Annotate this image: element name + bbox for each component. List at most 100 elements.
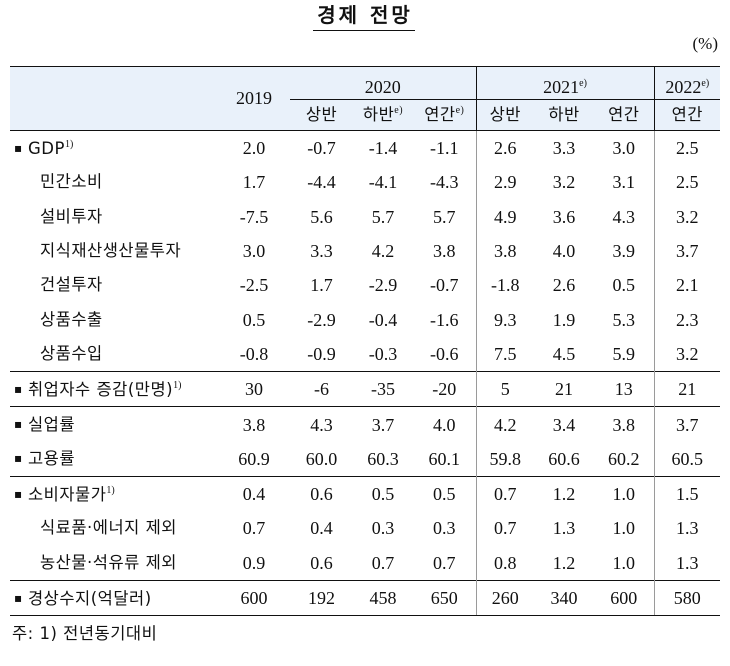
value-cell: 2.5 bbox=[653, 130, 721, 166]
table-row: ▪ 실업률 3.8 4.3 3.7 4.0 4.2 3.4 3.8 3.7 bbox=[10, 406, 721, 442]
value-cell: -4.3 bbox=[430, 172, 459, 193]
value-cell: 5.7 bbox=[433, 206, 456, 227]
header-row-periods: 상반 하반e) 연간e) 상반 하반 연간 연간 bbox=[10, 99, 721, 131]
value-cell: 1.0 bbox=[612, 552, 636, 573]
row-label-text: 농산물·석유류 제외 bbox=[40, 552, 177, 572]
value-cell: 3.8 bbox=[218, 406, 290, 442]
unit-label: (%) bbox=[692, 34, 718, 53]
row-label: ▪ 고용률 bbox=[10, 442, 218, 477]
value-cell: 0.7 bbox=[433, 552, 456, 573]
value-cell: 0.3 bbox=[433, 518, 456, 539]
value-cell: 0.6 bbox=[310, 552, 333, 573]
table-header: 2019 2020 2021e) 2022e) 상반 하반e) 연간e) 상반 … bbox=[10, 66, 721, 131]
row-label: 지식재산생산물투자 bbox=[10, 234, 218, 268]
value-cell: 1.0 bbox=[594, 475, 655, 512]
value-cell: 60.5 bbox=[653, 441, 721, 477]
row-label: 설비투자 bbox=[10, 200, 218, 234]
value-cell: 0.8 bbox=[475, 545, 535, 581]
value-cell: -1.8 bbox=[475, 268, 535, 303]
value-cell: -0.4 bbox=[368, 309, 398, 330]
value-cell: 5.3 bbox=[612, 309, 636, 330]
value-cell: 5.6 bbox=[310, 206, 333, 227]
value-cell: -4.1 bbox=[368, 172, 398, 193]
value-cell: -0.9 bbox=[307, 343, 336, 364]
value-cell: 1.9 bbox=[552, 309, 576, 330]
row-label-text: 소비자물가 bbox=[28, 484, 107, 504]
value-cell: 3.4 bbox=[534, 406, 595, 442]
table-row: ▪ 취업자수 증감(만명)1) 30 -6 -35 -20 5 21 13 21 bbox=[10, 371, 721, 407]
value-cell: 600 bbox=[594, 579, 655, 617]
value-cell: 580 bbox=[653, 579, 721, 617]
value-cell: 0.4 bbox=[218, 475, 290, 512]
value-cell: 2.6 bbox=[475, 130, 535, 166]
value-cell: 30 bbox=[218, 371, 290, 407]
value-cell: 0.5 bbox=[242, 309, 266, 330]
value-cell: 0.5 bbox=[612, 275, 636, 296]
value-cell: 1.7 bbox=[310, 275, 333, 296]
header-2020-year: 연간e) bbox=[413, 99, 477, 131]
value-cell: 3.2 bbox=[653, 199, 721, 234]
value-cell: 340 bbox=[534, 579, 595, 617]
value-cell: 4.9 bbox=[475, 199, 535, 234]
value-cell: 60.6 bbox=[548, 448, 580, 469]
row-label-text: 경상수지(억달러) bbox=[28, 588, 152, 608]
row-label: 상품수입 bbox=[10, 337, 218, 372]
header-2022-year: 연간 bbox=[653, 99, 721, 131]
value-cell: 4.2 bbox=[371, 241, 395, 262]
header-2021: 2021e) bbox=[475, 66, 655, 100]
value-cell: 3.0 bbox=[594, 130, 655, 166]
value-cell: 0.4 bbox=[310, 518, 333, 539]
table-row: 상품수출 0.5 -2.9 -0.4 -1.6 9.3 1.9 5.3 2.3 bbox=[10, 302, 721, 337]
row-label-text: 상품수출 bbox=[40, 309, 103, 329]
value-cell: 60.3 bbox=[367, 448, 399, 469]
row-label-text: 고용률 bbox=[28, 449, 76, 469]
header-2021-h1: 상반 bbox=[475, 99, 535, 131]
value-cell: 0.7 bbox=[371, 552, 395, 573]
value-cell: 260 bbox=[475, 579, 535, 617]
value-cell: -35 bbox=[353, 371, 413, 407]
value-cell: 0.6 bbox=[290, 475, 353, 512]
row-label-text: 취업자수 증감(만명) bbox=[28, 379, 174, 399]
row-label: ▪ 소비자물가1) bbox=[10, 475, 218, 512]
bullet-icon: ▪ bbox=[14, 140, 23, 155]
value-cell: 4.3 bbox=[612, 206, 636, 227]
table-body: ▪ GDP1) 2.0 -0.7 -1.4 -1.1 2.6 3.3 3.0 2.5 민간소비 1.7… bbox=[10, 130, 721, 617]
value-cell: -7.5 bbox=[239, 206, 269, 227]
header-2021-h2: 하반 bbox=[534, 99, 595, 131]
value-cell: 3.3 bbox=[534, 130, 595, 166]
value-cell: 59.8 bbox=[475, 441, 535, 477]
value-cell: 0.9 bbox=[242, 552, 266, 573]
footnote-marker: 1) bbox=[106, 484, 115, 496]
value-cell: 3.1 bbox=[612, 172, 636, 193]
table-row: 지식재산생산물투자 3.0 3.3 4.2 3.8 3.8 4.0 3.9 3.7 bbox=[10, 233, 721, 269]
row-label: 민간소비 bbox=[10, 165, 218, 199]
value-cell: 3.7 bbox=[653, 406, 721, 442]
table-row: 상품수입 -0.8 -0.9 -0.3 -0.6 7.5 4.5 5.9 3.2 bbox=[10, 336, 721, 372]
value-cell: -4.4 bbox=[307, 172, 336, 193]
value-cell: 3.0 bbox=[242, 241, 266, 262]
header-row-years: 2019 2020 2021e) 2022e) bbox=[10, 66, 721, 131]
bullet-icon: ▪ bbox=[14, 486, 23, 501]
table-row: 민간소비 1.7 -4.4 -4.1 -4.3 2.9 3.2 3.1 2.5 bbox=[10, 165, 721, 200]
value-cell: -1.6 bbox=[430, 309, 459, 330]
value-cell: 9.3 bbox=[475, 302, 535, 337]
value-cell: 4.0 bbox=[552, 241, 576, 262]
table-row: 농산물·석유류 제외 0.9 0.6 0.7 0.7 0.8 1.2 1.0 1.3 bbox=[10, 545, 721, 581]
row-label-text: 상품수입 bbox=[40, 343, 103, 363]
value-cell: -0.7 bbox=[430, 275, 459, 296]
value-cell: -1.1 bbox=[413, 130, 477, 166]
value-cell: 2.9 bbox=[475, 165, 535, 200]
value-cell: 4.0 bbox=[413, 406, 477, 442]
footnote: 주: 1) 전년동기대비 bbox=[12, 624, 158, 643]
value-cell: 0.7 bbox=[242, 518, 266, 539]
value-cell: 3.2 bbox=[653, 336, 721, 372]
value-cell: 4.5 bbox=[552, 343, 576, 364]
row-label-text: 실업률 bbox=[28, 415, 76, 435]
header-2019: 2019 bbox=[218, 66, 290, 131]
header-2020-h1: 상반 bbox=[290, 99, 353, 131]
value-cell: -2.9 bbox=[368, 275, 398, 296]
row-label: ▪ 실업률 bbox=[10, 406, 218, 442]
value-cell: 7.5 bbox=[475, 336, 535, 372]
value-cell: 3.7 bbox=[353, 406, 413, 442]
header-2021-year: 연간 bbox=[594, 99, 655, 131]
